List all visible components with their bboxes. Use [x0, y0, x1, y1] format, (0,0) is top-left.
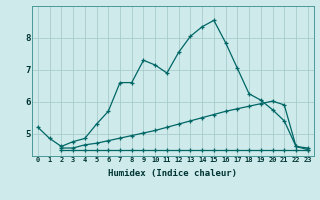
X-axis label: Humidex (Indice chaleur): Humidex (Indice chaleur) — [108, 169, 237, 178]
